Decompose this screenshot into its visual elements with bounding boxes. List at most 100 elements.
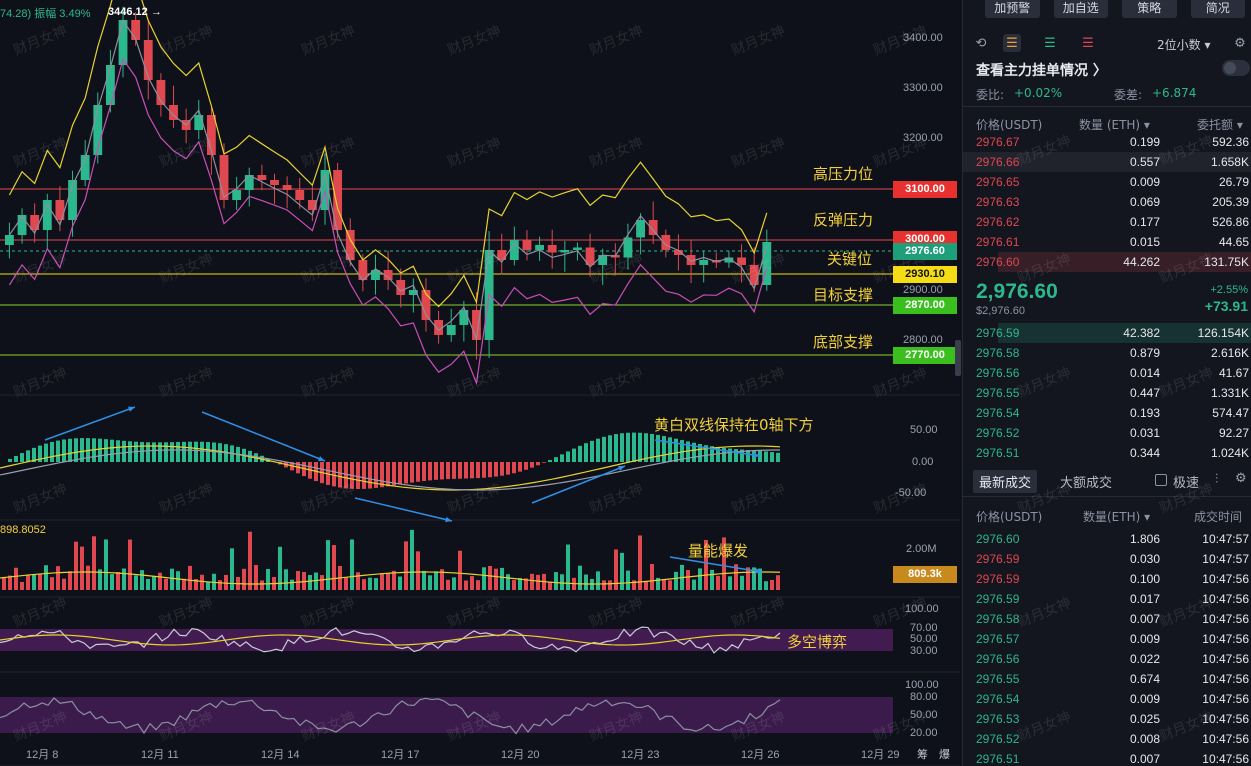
bid-row[interactable]: 2976.55 0.447 1.331K — [963, 383, 1251, 403]
range-info: 74.28) 振幅 3.49% — [0, 8, 91, 20]
bid-row[interactable]: 2976.54 0.193 574.47 — [963, 403, 1251, 423]
price-cell: 2976.52 — [976, 426, 1020, 440]
volume-bar — [626, 570, 630, 590]
ask-row[interactable]: 2976.65 0.009 26.79 — [963, 172, 1251, 192]
bid-row[interactable]: 2976.51 0.344 1.024K — [963, 443, 1251, 463]
volume-ma-line — [0, 571, 781, 585]
volume-bar — [164, 578, 168, 590]
orderbook-bids-icon[interactable]: ☰ — [1044, 35, 1056, 50]
macd-bar — [494, 462, 498, 477]
kline-chart[interactable]: 财月女神 财月女神 财月女神 财月女神 财月女神 财月女神 财月女神 财月女神 财月女神 财月女神… — [0, 0, 960, 766]
trade-row[interactable]: 2976.53 0.025 10:47:56 — [963, 709, 1251, 729]
volume-bar — [110, 574, 114, 590]
precision-select[interactable]: 2位小数 ▾ — [1157, 38, 1211, 52]
price-cell: 2976.67 — [976, 135, 1020, 149]
bid-row[interactable]: 2976.58 0.879 2.616K — [963, 343, 1251, 363]
chips-button[interactable]: 筹 — [917, 749, 928, 761]
ask-row[interactable]: 2976.60 44.262 131.75K — [963, 252, 1251, 272]
bid-row[interactable]: 2976.56 0.014 41.67 — [963, 363, 1251, 383]
strategy-button[interactable]: 策略 — [1122, 0, 1177, 18]
settings-gear-icon[interactable]: ⚙ — [1234, 35, 1246, 50]
candle-body — [42, 200, 52, 230]
chart-canvas[interactable] — [0, 0, 960, 766]
trend-arrow-head — [755, 568, 762, 574]
macd-bar — [656, 434, 660, 462]
add-alert-button[interactable]: 加预警 — [985, 0, 1040, 18]
qty-cell: 0.009 — [1129, 632, 1160, 646]
trade-row[interactable]: 2976.51 0.007 10:47:56 — [963, 749, 1251, 766]
trade-row[interactable]: 2976.55 0.674 10:47:56 — [963, 669, 1251, 689]
volume-bar — [506, 574, 510, 590]
candle-body — [270, 180, 279, 185]
candle-body — [459, 310, 469, 325]
col-amount-header[interactable]: 委托额 ▾ — [1197, 118, 1243, 132]
orderbook-both-icon[interactable]: ⟲ — [975, 35, 987, 50]
burst-button[interactable]: 爆 — [939, 749, 950, 761]
volume-bar — [578, 565, 582, 590]
volume-bar — [632, 580, 636, 590]
candle-body — [5, 235, 14, 245]
volume-bar — [674, 571, 678, 590]
qty-cell: 42.382 — [1123, 326, 1160, 340]
amount-cell: 10:47:56 — [1202, 652, 1249, 666]
macd-bar — [770, 452, 774, 462]
qty-cell: 0.177 — [1129, 215, 1160, 229]
macd-bar — [476, 462, 480, 479]
bid-row[interactable]: 2976.52 0.031 92.27 — [963, 423, 1251, 443]
trade-row[interactable]: 2976.58 0.007 10:47:56 — [963, 609, 1251, 629]
ask-row[interactable]: 2976.62 0.177 526.86 — [963, 212, 1251, 232]
macd-bar — [80, 438, 84, 462]
tab-latest-trades[interactable]: 最新成交 — [973, 470, 1038, 493]
ask-row[interactable]: 2976.63 0.069 205.39 — [963, 192, 1251, 212]
volume-bar — [488, 565, 492, 590]
col-qty-header[interactable]: 数量 (ETH) ▾ — [1079, 118, 1150, 132]
trade-settings-icon[interactable]: ⚙ — [1235, 470, 1247, 485]
qty-cell: 0.199 — [1129, 135, 1160, 149]
label-key-level: 关键位 — [827, 250, 873, 268]
trade-col-qty[interactable]: 数量(ETH) ▾ — [1083, 510, 1151, 524]
macd-bar — [194, 441, 198, 462]
bid-row[interactable]: 2976.59 42.382 126.154K — [963, 323, 1251, 343]
macd-bar — [536, 462, 540, 466]
rsi-tick: 30.00 — [910, 645, 938, 657]
trade-row[interactable]: 2976.59 0.100 10:47:56 — [963, 569, 1251, 589]
trade-row[interactable]: 2976.59 0.017 10:47:56 — [963, 589, 1251, 609]
ask-row[interactable]: 2976.61 0.015 44.65 — [963, 232, 1251, 252]
trade-row[interactable]: 2976.60 1.806 10:47:57 — [963, 529, 1251, 549]
trade-row[interactable]: 2976.57 0.009 10:47:56 — [963, 629, 1251, 649]
volume-bar — [230, 548, 234, 590]
macd-bar — [410, 462, 414, 483]
macd-bar — [56, 440, 60, 462]
orderbook-asks-icon[interactable]: ☰ — [1082, 35, 1094, 50]
qty-cell: 0.069 — [1129, 195, 1160, 209]
fast-checkbox[interactable] — [1155, 474, 1167, 486]
candle-body — [421, 290, 431, 320]
amount-cell: 44.65 — [1218, 235, 1249, 249]
main-orders-link[interactable]: 查看主力挂单情况 〉 — [976, 63, 1107, 79]
add-watchlist-button[interactable]: 加自选 — [1053, 0, 1108, 18]
macd-dea-line — [0, 449, 781, 491]
ask-row[interactable]: 2976.66 0.557 1.658K — [963, 152, 1251, 172]
panel-splitter[interactable] — [955, 340, 961, 376]
volume-bar — [500, 567, 504, 590]
trade-row[interactable]: 2976.52 0.008 10:47:56 — [963, 729, 1251, 749]
price-cell: 2976.65 — [976, 175, 1020, 189]
tab-large-trades[interactable]: 大额成交 — [1060, 476, 1113, 491]
orderbook-mixed-icon[interactable]: ☰ — [1003, 34, 1021, 52]
macd-bar — [506, 462, 510, 475]
candle-body — [345, 230, 355, 260]
overview-button[interactable]: 简况 — [1190, 0, 1245, 18]
candle-body — [636, 220, 645, 238]
trade-row[interactable]: 2976.56 0.022 10:47:56 — [963, 649, 1251, 669]
macd-tick: -50.00 — [895, 487, 927, 499]
main-orders-toggle[interactable] — [1222, 60, 1250, 76]
macd-bar — [122, 440, 126, 462]
volume-bar — [614, 549, 618, 590]
ask-row[interactable]: 2976.67 0.199 592.36 — [963, 132, 1251, 152]
candle-body — [68, 180, 77, 220]
macd-bar — [44, 443, 48, 462]
trade-row[interactable]: 2976.54 0.009 10:47:56 — [963, 689, 1251, 709]
trade-filter-icon[interactable]: ⫶ — [1215, 471, 1219, 486]
macd-bar — [722, 447, 726, 462]
trade-row[interactable]: 2976.59 0.030 10:47:57 — [963, 549, 1251, 569]
